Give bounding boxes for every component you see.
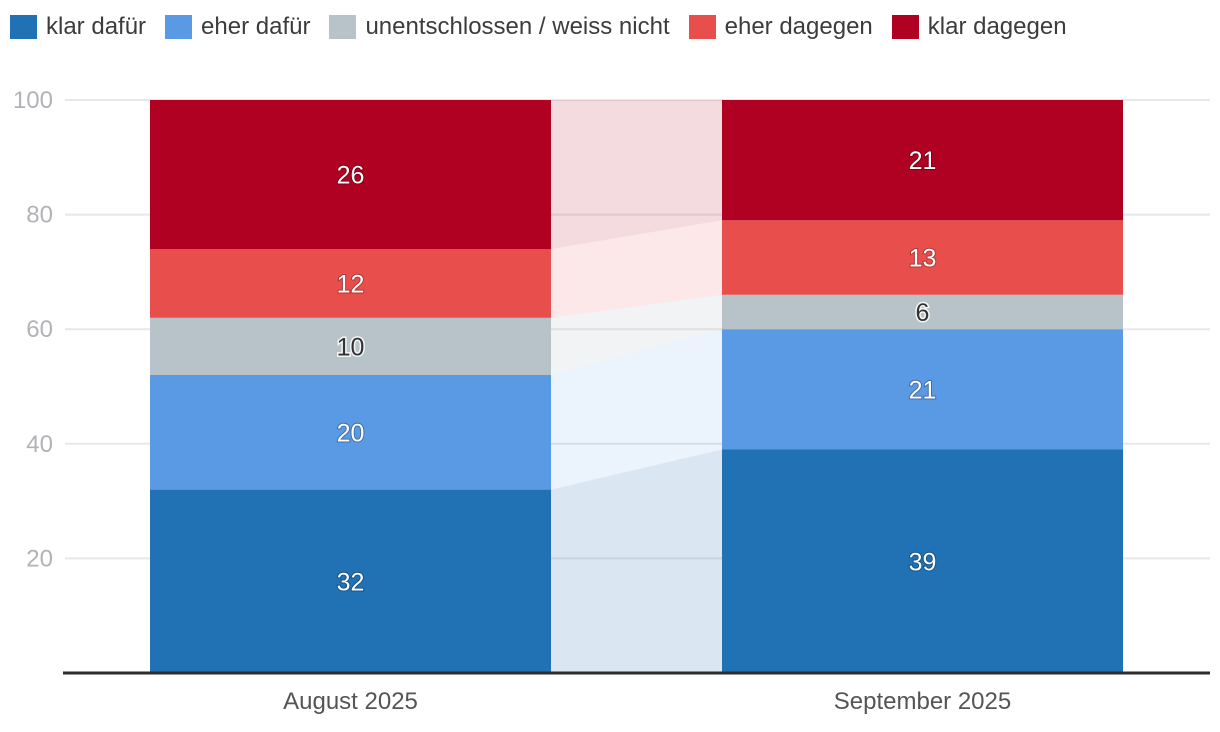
connector-band (551, 449, 722, 673)
legend-item: eher dafür (165, 13, 311, 40)
value-label: 39 (909, 548, 937, 576)
bar-segment (722, 449, 1123, 673)
legend-label: unentschlossen / weiss nicht (365, 13, 670, 40)
value-label: 10 (337, 333, 365, 361)
value-label: 21 (909, 147, 937, 175)
legend-item: eher dagegen (688, 13, 873, 40)
bar-segment (722, 294, 1123, 330)
value-label: 6 (916, 299, 930, 327)
value-label: 21 (909, 376, 937, 404)
y-tick-label: 60 (26, 316, 53, 343)
legend-label: eher dagegen (724, 13, 873, 40)
connector-band (551, 220, 722, 318)
bar-segment (150, 317, 551, 375)
y-tick-label: 40 (26, 431, 53, 458)
legend-label: eher dafür (201, 13, 311, 40)
legend-label: klar dafür (46, 13, 147, 40)
bar-segment (722, 329, 1123, 450)
bar-segment (722, 220, 1123, 295)
legend-swatch-icon (165, 15, 193, 40)
bar-segment (150, 375, 551, 490)
connector-band (551, 294, 722, 375)
legend-swatch-icon (329, 15, 357, 40)
value-label: 26 (337, 162, 365, 190)
bar-segment (722, 100, 1123, 221)
legend-swatch-icon (688, 15, 716, 40)
y-tick-label: 20 (26, 545, 53, 572)
bar-segment (150, 489, 551, 673)
legend-swatch-icon (10, 15, 37, 40)
legend-item: klar dafür (10, 13, 147, 40)
x-category-label: September 2025 (834, 688, 1011, 715)
x-category-label: August 2025 (283, 688, 418, 715)
legend-label: klar dagegen (927, 13, 1067, 40)
legend-item: klar dagegen (891, 13, 1067, 40)
value-label: 20 (337, 419, 365, 447)
connector-band (551, 329, 722, 490)
bar-segment (150, 249, 551, 318)
chart-legend: klar dafür eher dafür unentschlossen / wei… (10, 13, 1067, 40)
y-tick-label: 100 (13, 87, 53, 114)
x-axis-line (63, 671, 1210, 675)
bar-segment (150, 100, 551, 249)
y-tick-label: 80 (26, 202, 53, 229)
legend-item: unentschlossen / weiss nicht (329, 13, 670, 40)
value-label: 12 (337, 270, 365, 298)
value-label: 13 (909, 245, 937, 273)
value-label: 32 (337, 568, 365, 596)
connector-band (551, 100, 722, 249)
legend-swatch-icon (891, 15, 919, 40)
